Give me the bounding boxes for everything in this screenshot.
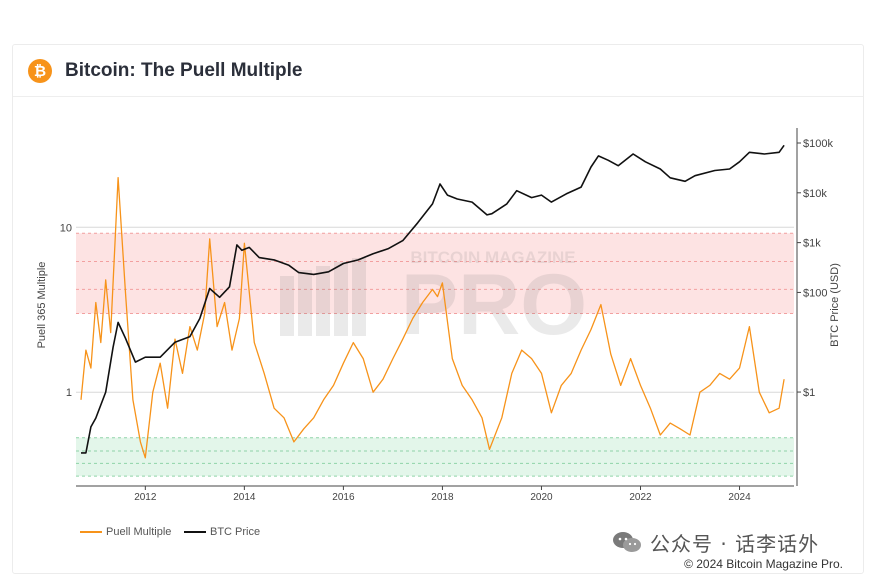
copyright: © 2024 Bitcoin Magazine Pro. [684,557,843,571]
x-tick-label: 2018 [431,492,454,503]
wechat-icon [613,532,641,552]
watermark-bar [298,270,312,336]
watermark-bar [334,262,348,336]
watermark-bar [316,266,330,336]
legend-btc-label: BTC Price [210,526,261,538]
tick-labels: 10 1 $100k $10k $1k $100 $1 2012 2014 2016 2018 202… [60,138,834,503]
bitcoin-logo-icon: ₿ [28,59,52,83]
series-lines [80,144,785,459]
y-axis-left-label: Puell 365 Multiple [36,262,48,349]
x-tick-label: 2024 [728,492,751,503]
y-right-tick-label: $100 [803,287,827,299]
y-axis-right-label: BTC Price (USD) [829,263,841,347]
legend-puell-label: Puell Multiple [106,526,172,538]
pro-watermark: BITCOIN MAGAZINE PRO [280,248,587,353]
y-left-tick-label: 10 [60,222,72,234]
puell-multiple-line [80,176,785,459]
chart-title: Bitcoin: The Puell Multiple [65,60,303,81]
legend-swatch-btc [184,531,206,534]
watermark-bar [352,258,366,336]
y-right-tick-label: $10k [803,188,827,200]
watermark-brand-line: BITCOIN MAGAZINE [410,248,575,267]
x-tick-label: 2022 [629,492,652,503]
y-right-tick-label: $1 [803,387,815,399]
x-tick-label: 2016 [332,492,355,503]
legend-puell[interactable]: Puell Multiple [80,526,171,538]
btc-price-line [81,144,785,454]
axes [76,128,798,487]
x-tick-label: 2012 [134,492,157,503]
y-right-tick-label: $1k [803,238,821,250]
legend-swatch-puell [80,531,102,534]
watermark-brand-word: PRO [401,257,587,353]
band-high [76,233,794,314]
threshold-bands [76,232,794,477]
x-tick-label: 2014 [233,492,256,503]
grid-lines [76,226,794,393]
y-left-tick-label: 1 [66,387,72,399]
y-right-tick-label: $100k [803,138,833,150]
source-watermark: 公众号 · 话李话外 [650,532,820,556]
x-tick-label: 2020 [530,492,553,503]
chart-header: ₿ Bitcoin: The Puell Multiple [13,45,863,97]
band-low [76,437,794,477]
watermark-bar [280,276,294,336]
legend-btc[interactable]: BTC Price [184,526,260,538]
